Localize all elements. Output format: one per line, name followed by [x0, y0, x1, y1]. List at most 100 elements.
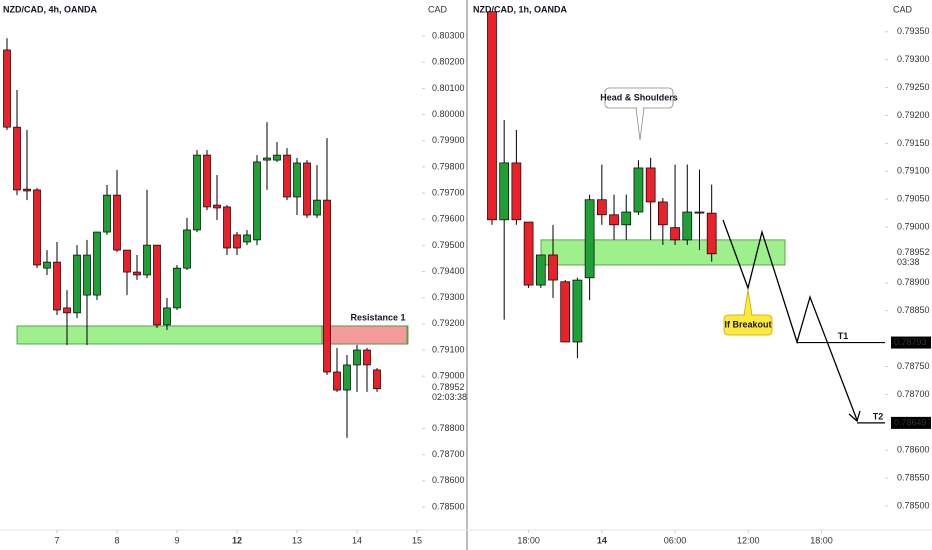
x-tick-label: 12:00: [737, 535, 760, 545]
candle-body: [213, 204, 221, 209]
chart-title: NZD/CAD, 1h, OANDA: [473, 4, 567, 14]
candle-body: [203, 154, 211, 208]
y-tick-label: 0.79350: [897, 26, 930, 36]
x-tick-label: 18:00: [517, 535, 540, 545]
y-tick-label: 0.79500: [432, 240, 465, 250]
candle-body: [173, 267, 181, 309]
candle-body: [373, 369, 381, 390]
x-tick-label: 14: [352, 535, 362, 545]
candle-body: [283, 154, 291, 198]
candle-body: [143, 244, 151, 276]
candle-body: [193, 154, 201, 231]
candle-body: [53, 261, 61, 311]
y-tick-label: 0.80000: [432, 109, 465, 119]
y-tick-label: 0.78750: [897, 361, 930, 371]
x-tick-label: 12: [232, 535, 242, 545]
chart-title: NZD/CAD, 4h, OANDA: [3, 4, 97, 14]
y-tick-label: 0.78500: [897, 500, 930, 510]
candle-body: [73, 254, 81, 314]
candle-body: [233, 234, 241, 249]
annotation: Resistance 1: [350, 312, 405, 322]
candle-body: [584, 199, 595, 279]
y-tick-label: 0.79600: [432, 214, 465, 224]
candle-body: [253, 161, 261, 241]
y-tick-label: 0.78600: [432, 475, 465, 485]
x-tick-label: 06:00: [664, 535, 687, 545]
candle-body: [113, 194, 121, 251]
candle-body: [621, 211, 632, 226]
callout-cover: [745, 314, 751, 317]
x-tick-label: 15: [412, 535, 422, 545]
candle-body: [560, 281, 571, 343]
target-name: T1: [838, 331, 849, 341]
candle-body: [23, 188, 31, 192]
candle-body: [13, 126, 21, 191]
candle-body: [363, 349, 371, 366]
candle-body: [353, 349, 361, 366]
candle-body: [43, 261, 51, 269]
chart-panel: NZD/CAD, 4h, OANDA CAD 0.80300 0.80200 0.801…: [3, 4, 467, 545]
callout-cover: [637, 106, 643, 109]
candle-body: [645, 167, 656, 203]
y-tick-label: 0.79100: [432, 344, 465, 354]
candle-body: [33, 189, 41, 266]
y-tick-label: 0.80100: [432, 83, 465, 93]
y-tick-label: 0.78850: [897, 305, 930, 315]
candle-body: [183, 229, 191, 269]
candle-body: [133, 271, 141, 276]
x-tick-label: 14: [597, 535, 607, 545]
candle-body: [694, 211, 705, 214]
candle-body: [123, 249, 131, 273]
y-tick-label: 0.79800: [432, 161, 465, 171]
candle-body: [535, 254, 546, 286]
candle-body: [3, 49, 11, 128]
y-tick-label: 0.78550: [897, 472, 930, 482]
target-price: 0.78649: [894, 417, 927, 427]
candle-body: [487, 11, 497, 221]
target-badge: [891, 416, 931, 429]
y-tick-label: 0.79050: [897, 194, 930, 204]
candle-body: [263, 157, 271, 161]
y-tick-label: 0.79300: [897, 54, 930, 64]
y-tick-label: 0.79200: [897, 110, 930, 120]
y-tick-label: 0.79200: [432, 318, 465, 328]
y-tick-label: 0.78600: [897, 445, 930, 455]
last-price-label: 0.78952: [897, 247, 930, 257]
countdown-label: 02:03:38: [432, 392, 467, 402]
candle-body: [609, 214, 619, 226]
candle-body: [293, 162, 301, 198]
candle-body: [596, 199, 607, 216]
candle-body: [511, 162, 522, 221]
currency-label: CAD: [428, 4, 448, 14]
y-tick-label: 0.78700: [897, 389, 930, 399]
candle-body: [63, 307, 71, 314]
chart-panel: NZD/CAD, 1h, OANDA CAD 0.79350 0.79300 0.792…: [473, 4, 931, 545]
candle-body: [243, 234, 251, 243]
last-price-label: 0.78952: [432, 382, 465, 392]
candle-body: [682, 211, 693, 241]
y-tick-label: 0.79700: [432, 187, 465, 197]
price-zone: [16, 325, 409, 345]
candle-body: [103, 194, 111, 233]
candle-body: [523, 221, 534, 286]
x-tick-label: 9: [174, 535, 179, 545]
candle-body: [163, 307, 171, 326]
x-tick-label: 18:00: [810, 535, 833, 545]
target-name: T2: [873, 411, 884, 421]
y-tick-label: 0.79000: [432, 371, 465, 381]
price-zone: [321, 325, 408, 345]
countdown-label: 03:38: [897, 257, 920, 267]
candle-body: [572, 279, 583, 343]
y-tick-label: 0.79900: [432, 135, 465, 145]
y-tick-label: 0.79250: [897, 82, 930, 92]
currency-label: CAD: [893, 4, 913, 14]
x-tick-label: 13: [292, 535, 302, 545]
y-tick-label: 0.79300: [432, 292, 465, 302]
candle-body: [273, 154, 281, 161]
callout-text: Head & Shoulders: [600, 92, 678, 102]
y-tick-label: 0.80300: [432, 30, 465, 40]
y-tick-label: 0.79100: [897, 166, 930, 176]
y-tick-label: 0.78800: [432, 423, 465, 433]
candle-body: [548, 254, 558, 281]
arrow-head: [848, 410, 861, 423]
